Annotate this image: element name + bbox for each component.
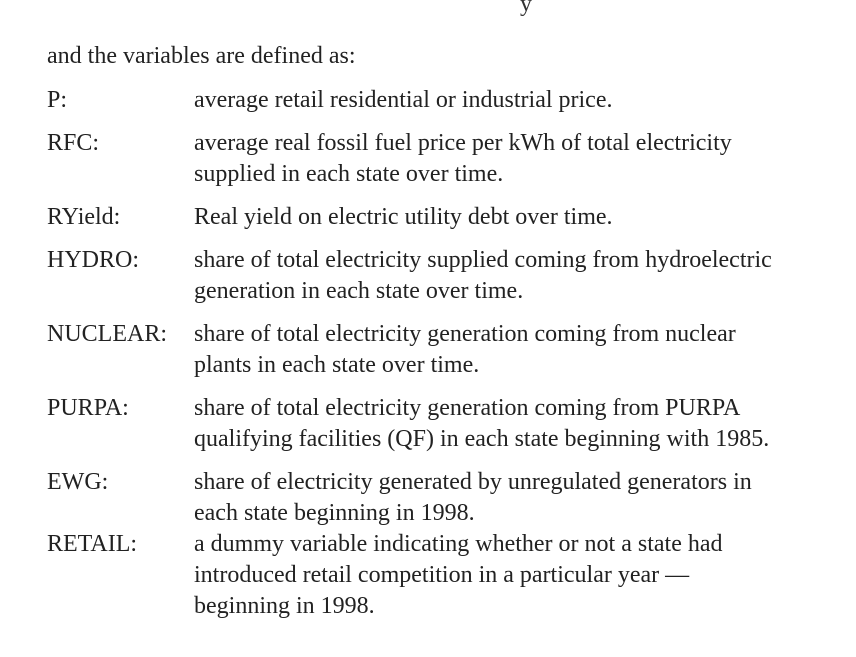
- variable-term: EWG:: [47, 469, 109, 495]
- variable-term: RFC:: [47, 130, 100, 156]
- definition-row-purpa: PURPA: share of total electricity genera…: [47, 393, 837, 455]
- variable-definition: share of total electricity supplied comi…: [194, 247, 772, 304]
- variable-definition: average retail residential or industrial…: [194, 87, 613, 113]
- document-page: and the variables are defined as: P: ave…: [47, 40, 837, 622]
- variable-term: NUCLEAR:: [47, 321, 167, 347]
- variable-definition: a dummy variable indicating whether or n…: [194, 531, 723, 619]
- definition-row-ryield: RYield: Real yield on electric utility d…: [47, 202, 837, 233]
- variable-term: RETAIL:: [47, 531, 138, 557]
- definition-row-ewg: EWG: share of electricity generated by u…: [47, 467, 837, 529]
- variable-definition: share of electricity generated by unregu…: [194, 469, 752, 526]
- definition-row-p: P: average retail residential or industr…: [47, 85, 837, 116]
- definition-row-retail: RETAIL: a dummy variable indicating whet…: [47, 529, 837, 622]
- variable-definition-list: P: average retail residential or industr…: [47, 85, 837, 622]
- variable-term: PURPA:: [47, 395, 129, 421]
- cropped-text-fragment: y: [520, 0, 532, 17]
- definition-row-nuclear: NUCLEAR: share of total electricity gene…: [47, 319, 837, 381]
- variable-term: P:: [47, 87, 68, 113]
- variable-definition: average real fossil fuel price per kWh o…: [194, 130, 732, 187]
- definition-row-rfc: RFC: average real fossil fuel price per …: [47, 128, 837, 190]
- variable-term: HYDRO:: [47, 247, 140, 273]
- variable-definition: share of total electricity generation co…: [194, 321, 736, 378]
- variable-definition: Real yield on electric utility debt over…: [194, 204, 613, 230]
- variable-term: RYield:: [47, 204, 121, 230]
- intro-sentence: and the variables are defined as:: [47, 43, 356, 69]
- definition-row-hydro: HYDRO: share of total electricity suppli…: [47, 245, 837, 307]
- variable-definition: share of total electricity generation co…: [194, 395, 770, 452]
